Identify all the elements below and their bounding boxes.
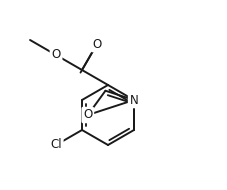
Text: Cl: Cl: [50, 139, 62, 151]
Text: O: O: [83, 108, 92, 121]
Text: O: O: [92, 37, 101, 51]
Text: N: N: [129, 93, 138, 107]
Text: O: O: [51, 48, 60, 62]
